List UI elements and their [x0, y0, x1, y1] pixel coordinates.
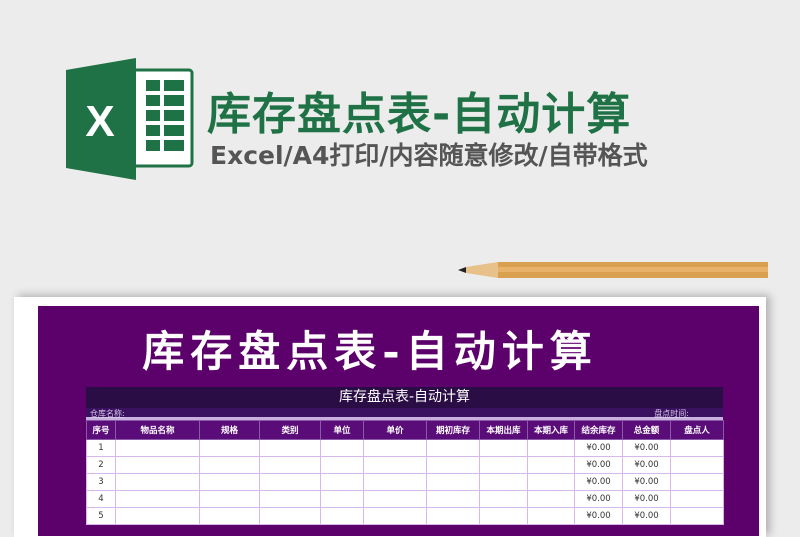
table-cell[interactable]: [426, 456, 480, 474]
table-cell[interactable]: ¥0.00: [574, 507, 623, 525]
table-cell[interactable]: [115, 507, 200, 525]
excel-logo-icon: X: [66, 58, 194, 180]
table-cell[interactable]: [259, 507, 321, 525]
table-cell[interactable]: [320, 456, 364, 474]
table-cell[interactable]: ¥0.00: [574, 473, 623, 491]
table-cell[interactable]: [479, 507, 528, 525]
table-cell[interactable]: 3: [86, 473, 116, 491]
table-cell[interactable]: [259, 490, 321, 508]
table-cell[interactable]: ¥0.00: [574, 490, 623, 508]
table-cell[interactable]: ¥0.00: [622, 439, 671, 457]
table-cell[interactable]: [259, 439, 321, 457]
info-row: 仓库名称: 盘点时间:: [86, 408, 723, 420]
column-header: 盘点人: [670, 420, 724, 440]
table-cell[interactable]: [426, 439, 480, 457]
table-cell[interactable]: [199, 456, 260, 474]
warehouse-label: 仓库名称:: [90, 409, 125, 418]
table-row: 1 ¥0.00 ¥0.00: [86, 439, 724, 457]
banner-subtitle: Excel/A4打印/内容随意修改/自带格式: [210, 141, 648, 170]
table-row: 4 ¥0.00 ¥0.00: [86, 490, 724, 508]
column-header: 单价: [363, 420, 427, 440]
table-cell[interactable]: [479, 456, 528, 474]
table-cell[interactable]: [670, 439, 724, 457]
table-cell[interactable]: [259, 456, 321, 474]
table-row: 2 ¥0.00 ¥0.00: [86, 456, 724, 474]
table-cell[interactable]: ¥0.00: [622, 490, 671, 508]
table-cell[interactable]: [479, 473, 528, 491]
table-cell[interactable]: [426, 507, 480, 525]
preview-big-title: 库存盘点表-自动计算: [142, 327, 598, 376]
table-cell[interactable]: [670, 490, 724, 508]
table-cell[interactable]: [363, 439, 427, 457]
column-header: 结余库存: [574, 420, 623, 440]
table-cell[interactable]: 5: [86, 507, 116, 525]
inventory-table: 序号 物品名称 规格 类别 单位 单价 期初库存 本期出库 本期入库 结余库存 总金额 盘点人 1 ¥0…: [86, 420, 724, 525]
table-cell[interactable]: [479, 439, 528, 457]
table-cell[interactable]: [363, 507, 427, 525]
table-cell[interactable]: [115, 439, 200, 457]
logo-letter: X: [85, 97, 114, 146]
table-cell[interactable]: [320, 490, 364, 508]
table-row: 3 ¥0.00 ¥0.00: [86, 473, 724, 491]
column-header: 总金额: [622, 420, 671, 440]
table-cell[interactable]: ¥0.00: [574, 456, 623, 474]
banner-title: 库存盘点表-自动计算: [207, 89, 632, 140]
table-cell[interactable]: 4: [86, 490, 116, 508]
table-cell[interactable]: ¥0.00: [622, 473, 671, 491]
date-label: 盘点时间:: [654, 409, 689, 418]
table-cell[interactable]: [527, 490, 575, 508]
table-cell[interactable]: [320, 473, 364, 491]
column-header: 单位: [320, 420, 364, 440]
table-cell[interactable]: [670, 473, 724, 491]
column-header: 规格: [199, 420, 260, 440]
table-cell[interactable]: [259, 473, 321, 491]
table-cell[interactable]: [670, 507, 724, 525]
table-cell[interactable]: [115, 473, 200, 491]
table-cell[interactable]: ¥0.00: [622, 507, 671, 525]
table-cell[interactable]: [320, 439, 364, 457]
table-cell[interactable]: ¥0.00: [574, 439, 623, 457]
spreadsheet-preview: 库存盘点表-自动计算 仓库名称: 盘点时间: 序号 物品名称 规格 类别 单位 单价 期初库…: [86, 387, 724, 525]
column-header: 物品名称: [115, 420, 200, 440]
table-cell[interactable]: [363, 473, 427, 491]
table-cell[interactable]: [527, 507, 575, 525]
table-cell[interactable]: [527, 439, 575, 457]
column-header: 期初库存: [426, 420, 480, 440]
table-cell[interactable]: [199, 473, 260, 491]
header-row: 序号 物品名称 规格 类别 单位 单价 期初库存 本期出库 本期入库 结余库存 总金额 盘点人: [86, 420, 724, 440]
table-cell[interactable]: 2: [86, 456, 116, 474]
column-header: 本期出库: [479, 420, 528, 440]
table-cell[interactable]: [199, 439, 260, 457]
table-cell[interactable]: 1: [86, 439, 116, 457]
table-cell[interactable]: [527, 456, 575, 474]
table-cell[interactable]: [115, 490, 200, 508]
table-row: 5 ¥0.00 ¥0.00: [86, 507, 724, 525]
table-cell[interactable]: [426, 473, 480, 491]
pencil-icon: [458, 262, 768, 278]
table-cell[interactable]: [670, 456, 724, 474]
table-cell[interactable]: [527, 473, 575, 491]
table-cell[interactable]: [199, 490, 260, 508]
table-cell[interactable]: [479, 490, 528, 508]
table-cell[interactable]: [363, 456, 427, 474]
table-cell[interactable]: ¥0.00: [622, 456, 671, 474]
column-header: 本期入库: [527, 420, 575, 440]
sheet-title: 库存盘点表-自动计算: [86, 387, 723, 408]
table-cell[interactable]: [115, 456, 200, 474]
table-cell[interactable]: [426, 490, 480, 508]
table-cell[interactable]: [199, 507, 260, 525]
table-cell[interactable]: [363, 490, 427, 508]
column-header: 序号: [86, 420, 116, 440]
table-cell[interactable]: [320, 507, 364, 525]
column-header: 类别: [259, 420, 321, 440]
